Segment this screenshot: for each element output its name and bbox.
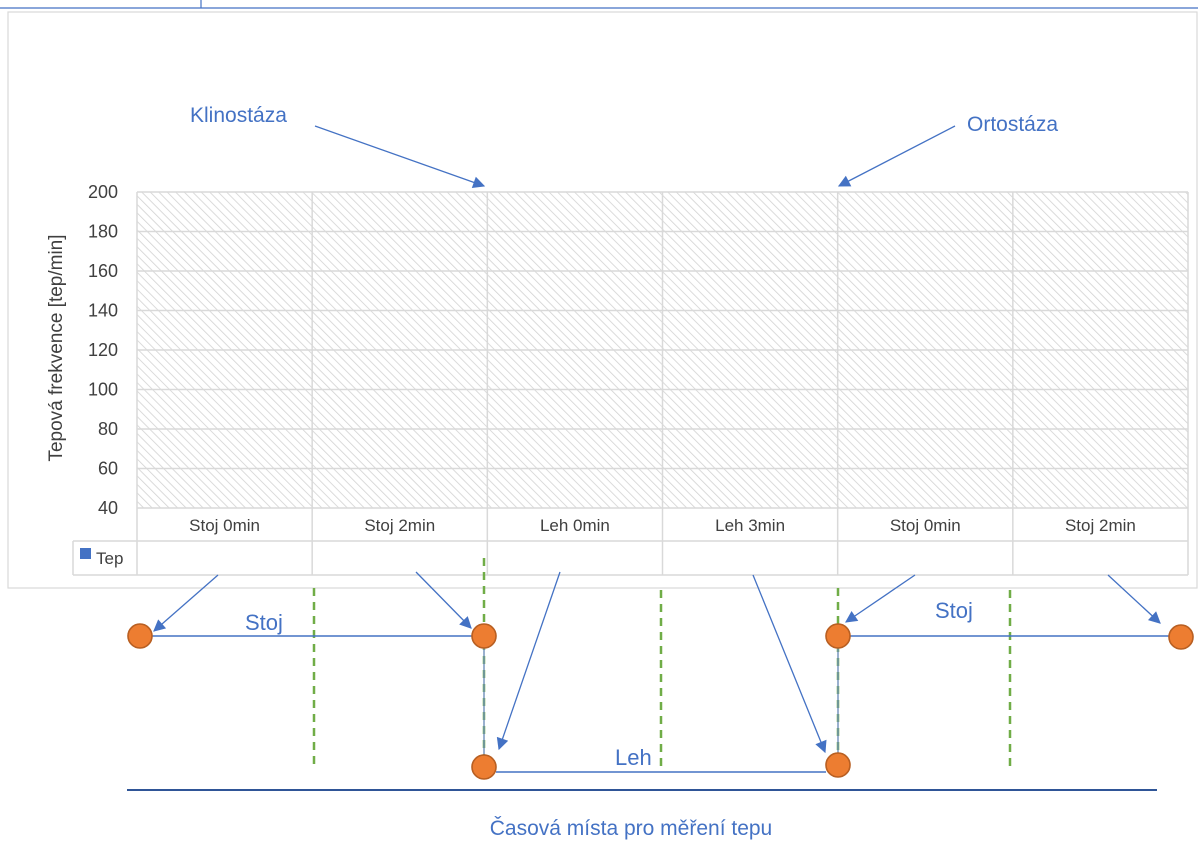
- y-tick-label: 120: [88, 340, 118, 360]
- timeline-diagram: Stoj Leh Stoj Časová místa pro měření te…: [127, 558, 1194, 840]
- tep-legend-swatch: [80, 548, 91, 559]
- measurement-point: [471, 754, 497, 780]
- pointer-arrow: [1107, 574, 1161, 624]
- y-axis-label: Tepová frekvence [tep/min]: [46, 234, 67, 461]
- category-label: Stoj 0min: [189, 516, 260, 535]
- measurement-point: [1168, 624, 1194, 650]
- y-tick-label: 40: [98, 498, 118, 518]
- phase-label-stoj: Stoj: [935, 598, 973, 623]
- y-tick-label: 140: [88, 301, 118, 321]
- pointer-arrow: [415, 571, 472, 629]
- phase-label-leh: Leh: [615, 745, 652, 770]
- chart-marks: 40 60 80 100 120 140 160 180 200 Stoj 0min Stoj 2m…: [72, 182, 1189, 576]
- y-tick-label: 60: [98, 459, 118, 479]
- y-tick-label: 180: [88, 222, 118, 242]
- annotation-ortostaza: Ortostáza: [967, 113, 1058, 136]
- chart: 40 60 80 100 120 140 160 180 200 Stoj 0min Stoj 2m…: [46, 104, 1189, 576]
- time-axis-caption: Časová místa pro měření tepu: [490, 817, 772, 840]
- y-tick-label: 100: [88, 380, 118, 400]
- y-tick-label: 200: [88, 182, 118, 202]
- annotation-arrow-klinostaza: [314, 125, 486, 189]
- category-label: Leh 3min: [715, 516, 785, 535]
- category-label: Stoj 2min: [364, 516, 435, 535]
- pointer-arrow: [496, 571, 561, 751]
- measurement-point: [825, 623, 851, 649]
- y-tick-label: 80: [98, 419, 118, 439]
- measurement-point: [127, 623, 153, 649]
- tep-legend-label: Tep: [96, 549, 123, 568]
- measurement-point: [825, 752, 851, 778]
- category-label: Stoj 0min: [890, 516, 961, 535]
- annotation-klinostaza: Klinostáza: [190, 104, 287, 127]
- pointer-arrow: [845, 574, 916, 623]
- y-tick-label: 160: [88, 261, 118, 281]
- phase-label-stoj: Stoj: [245, 610, 283, 635]
- chart-frame: [7, 11, 1198, 589]
- annotation-arrow-ortostaza: [837, 125, 956, 187]
- pointer-arrow: [153, 574, 219, 632]
- category-label: Leh 0min: [540, 516, 610, 535]
- pointer-arrow: [752, 574, 827, 754]
- category-label: Stoj 2min: [1065, 516, 1136, 535]
- measurement-point: [471, 623, 497, 649]
